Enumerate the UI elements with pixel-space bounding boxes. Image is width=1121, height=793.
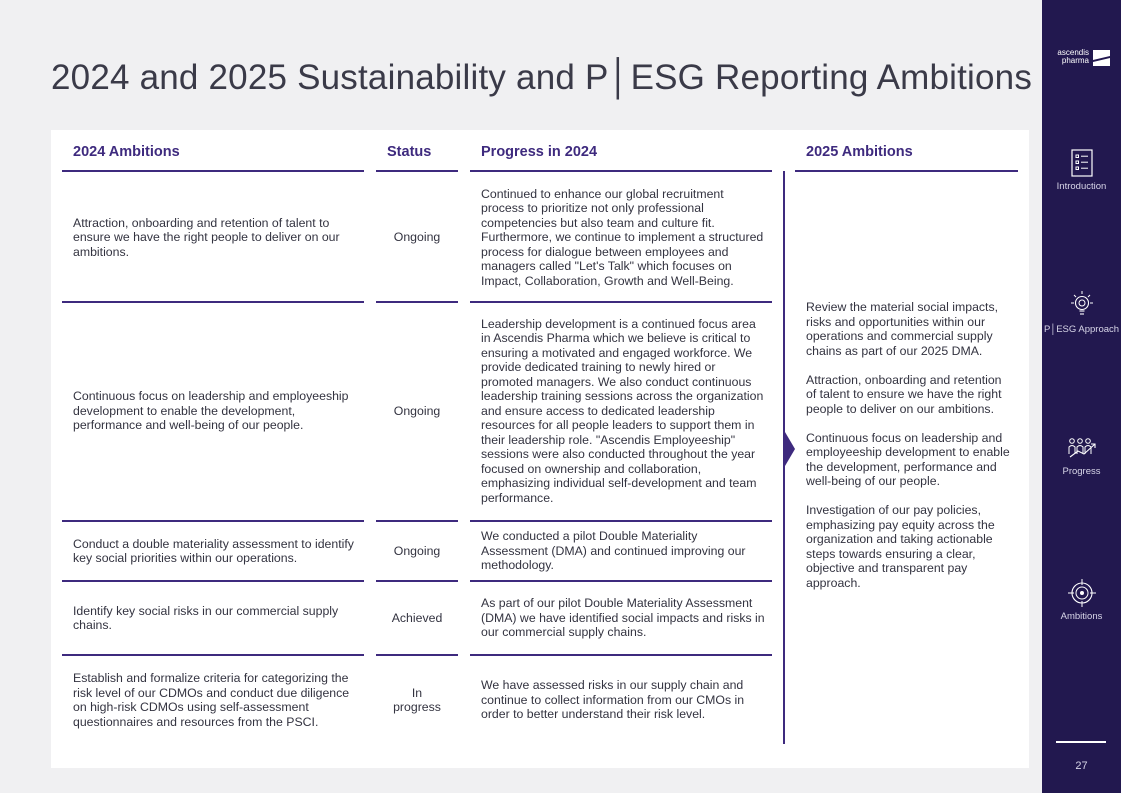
page-number: 27 [1075, 760, 1088, 772]
lightbulb-icon [1070, 291, 1093, 315]
row-2-status: Ongoing [393, 403, 441, 418]
row-2-progress: Leadership development is a continued fo… [481, 316, 764, 505]
header-status: Status [387, 144, 432, 160]
header-progress-2024: Progress in 2024 [481, 144, 598, 160]
row-divider [470, 580, 772, 582]
row-divider [62, 520, 364, 522]
row-divider [62, 301, 364, 303]
sidebar-item-pesg-approach[interactable]: P│ESG Approach [1042, 290, 1121, 335]
row-3-ambition: Conduct a double materiality assessment … [73, 536, 354, 566]
header-divider [795, 170, 1018, 172]
logo-line-2: pharma [1061, 56, 1089, 65]
row-4-status: Achieved [391, 610, 443, 625]
list-icon [1070, 149, 1093, 177]
row-divider [62, 654, 364, 656]
row-5-progress: We have assessed risks in our supply cha… [481, 678, 745, 722]
row-divider [376, 520, 458, 522]
ambitions-2025-list: Review the material social impacts, risk… [806, 300, 1011, 605]
ambition-2025-item: Review the material social impacts, risk… [806, 300, 999, 358]
target-icon [1067, 579, 1096, 607]
sidebar-item-label: Ambitions [1060, 611, 1103, 622]
arrow-right-icon [785, 432, 795, 466]
header-2025-ambitions: 2025 Ambitions [806, 144, 913, 160]
sidebar-item-label: Introduction [1056, 181, 1107, 192]
row-divider [376, 654, 458, 656]
ambitions-table: 2024 Ambitions Status Progress in 2024 2… [51, 130, 1029, 768]
row-4-ambition: Identify key social risks in our commerc… [73, 603, 339, 633]
header-divider [376, 170, 458, 172]
column-divider [783, 171, 785, 744]
row-divider [470, 301, 772, 303]
row-2-ambition: Continuous focus on leadership and emplo… [73, 389, 349, 433]
page-title: 2024 and 2025 Sustainability and P│ESG R… [51, 58, 1033, 97]
row-5-status: In progress [393, 685, 441, 715]
header-divider [470, 170, 772, 172]
row-divider [470, 520, 772, 522]
header-2024-ambitions: 2024 Ambitions [73, 144, 180, 160]
progress-people-icon [1068, 438, 1096, 458]
row-3-progress: We conducted a pilot Double Materiality … [481, 529, 746, 573]
row-4-progress: As part of our pilot Double Materiality … [481, 596, 765, 640]
logo-mark-icon [1093, 50, 1110, 66]
row-divider [470, 654, 772, 656]
row-3-status: Ongoing [393, 543, 441, 558]
sidebar-item-label: P│ESG Approach [1043, 324, 1120, 335]
sidebar-item-progress[interactable]: Progress [1042, 436, 1121, 477]
page-number-divider [1056, 741, 1106, 743]
row-1-ambition: Attraction, onboarding and retention of … [73, 215, 340, 259]
sidebar-item-introduction[interactable]: Introduction [1042, 149, 1121, 192]
ambition-2025-item: Continuous focus on leadership and emplo… [806, 430, 1010, 489]
row-1-status: Ongoing [393, 230, 441, 245]
ambition-2025-item: Attraction, onboarding and retention of … [806, 372, 1002, 416]
row-5-ambition: Establish and formalize criteria for cat… [73, 671, 350, 729]
row-1-progress: Continued to enhance our global recruitm… [481, 186, 764, 288]
sidebar-nav: ascendis pharma Introduction [1042, 0, 1121, 793]
sidebar-item-ambitions[interactable]: Ambitions [1042, 579, 1121, 622]
header-divider [62, 170, 364, 172]
row-divider [376, 301, 458, 303]
row-divider [62, 580, 364, 582]
ambition-2025-item: Investigation of our pay policies, empha… [806, 503, 995, 590]
company-logo: ascendis pharma [1053, 48, 1111, 70]
logo-line-1: ascendis [1057, 48, 1089, 57]
sidebar-item-label: Progress [1062, 466, 1101, 477]
row-divider [376, 580, 458, 582]
